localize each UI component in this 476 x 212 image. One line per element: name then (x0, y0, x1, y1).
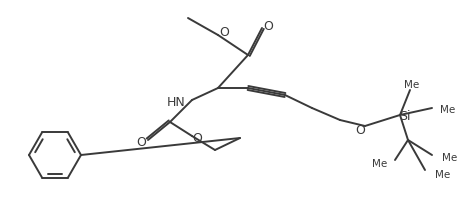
Text: Si: Si (399, 110, 411, 124)
Text: O: O (355, 124, 365, 137)
Text: Me: Me (405, 80, 420, 90)
Text: O: O (263, 20, 273, 32)
Text: Me: Me (442, 153, 457, 163)
Text: HN: HN (166, 95, 185, 109)
Text: O: O (219, 26, 229, 39)
Text: Me: Me (435, 170, 450, 180)
Text: Me: Me (440, 105, 455, 115)
Text: O: O (136, 135, 146, 148)
Text: Me: Me (372, 159, 387, 169)
Text: O: O (192, 132, 202, 145)
